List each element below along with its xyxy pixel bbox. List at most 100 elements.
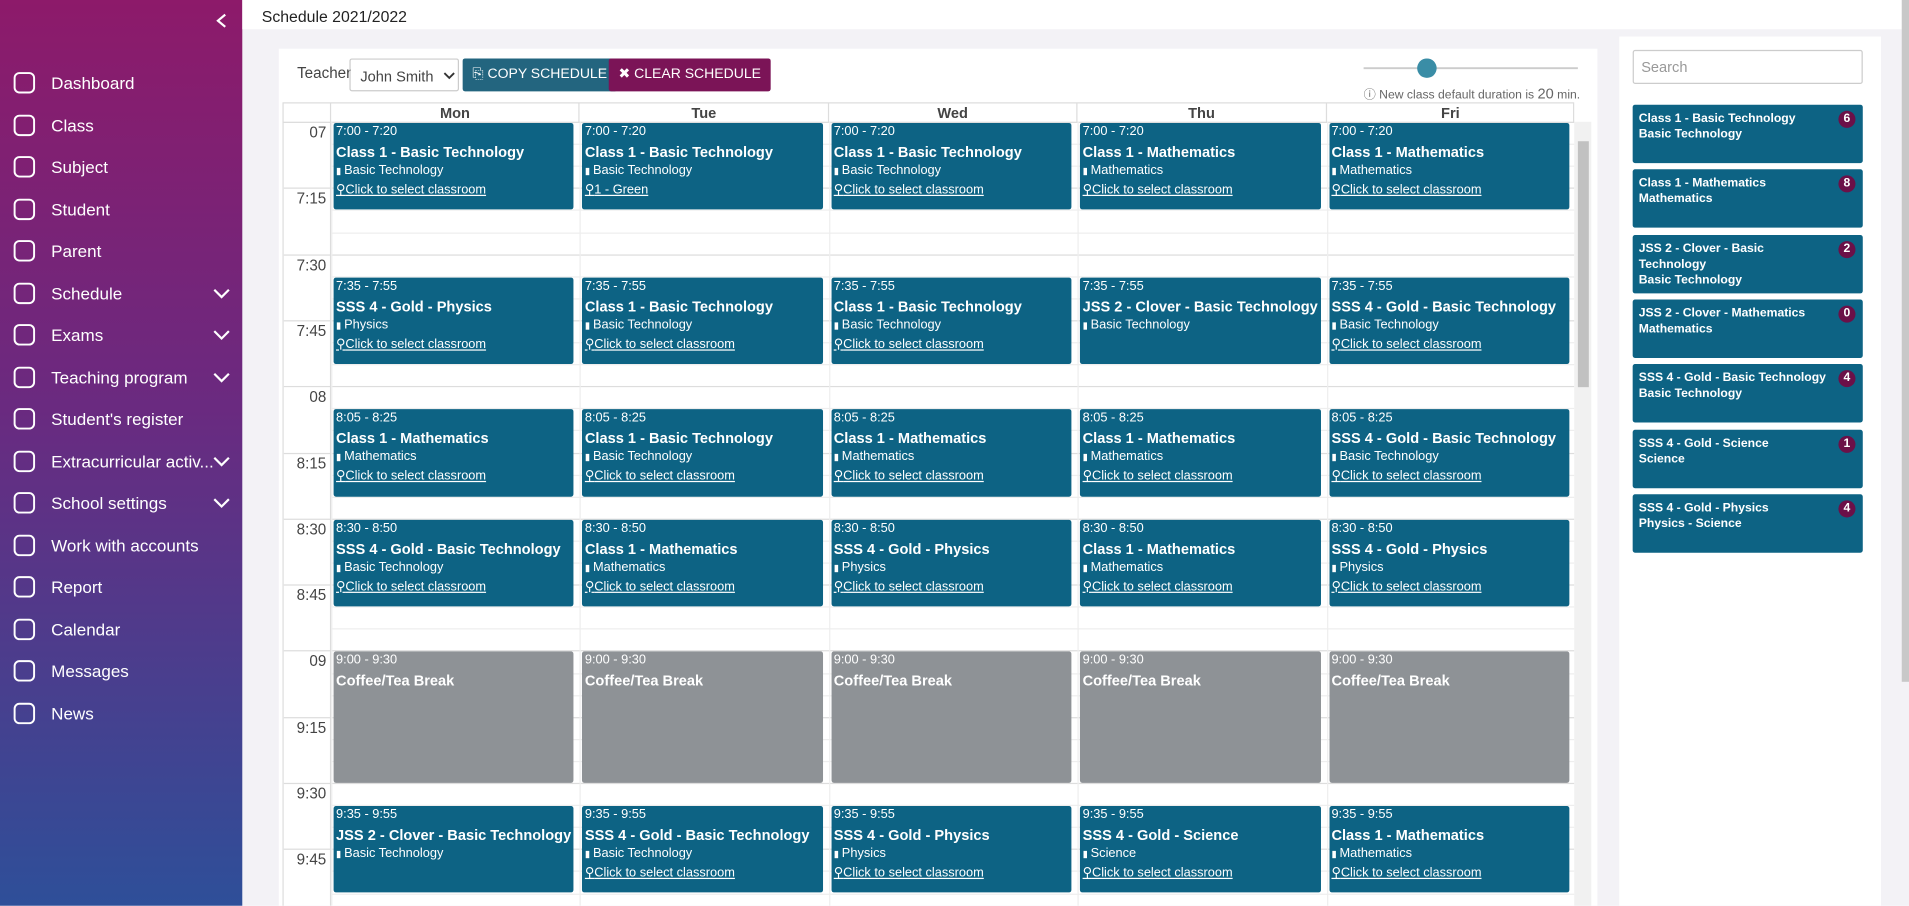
event[interactable]: 8:30 - 8:50 SSS 4 - Gold - Basic Technolo… — [333, 519, 574, 607]
event-title: Coffee/Tea Break — [833, 672, 953, 690]
event-room-link[interactable]: ⚲Click to select classroom — [1331, 866, 1566, 881]
event[interactable]: 8:30 - 8:50 SSS 4 - Gold - Physics ▮ Physi… — [1329, 519, 1570, 607]
clear-button[interactable]: ✖ CLEAR SCHEDULE — [608, 58, 771, 92]
teacher-select[interactable]: John Smith — [349, 58, 459, 92]
menu-label: Class — [51, 115, 94, 135]
copy-button[interactable]: ⎘ COPY SCHEDULE — [462, 58, 617, 92]
event[interactable]: 7:35 - 7:55 SSS 4 - Gold - Basic Technolo… — [1329, 277, 1570, 365]
class-card[interactable]: SSS 4 - Gold - Physics Physics - Science 4 — [1632, 494, 1863, 553]
menu-item[interactable]: Teaching program — [0, 359, 242, 396]
event[interactable]: 7:00 - 7:20 Class 1 - Mathematics ▮ Mathem… — [1080, 122, 1321, 210]
class-card[interactable]: SSS 4 - Gold - Science Science 1 — [1632, 429, 1863, 488]
event-room-link[interactable]: ⚲Click to select classroom — [834, 469, 1069, 484]
event-subject: ▮ Science — [1083, 846, 1318, 861]
event-room-link[interactable]: ⚲Click to select classroom — [1331, 469, 1566, 484]
menu-item[interactable]: Calendar — [0, 611, 242, 648]
event-title: Class 1 - Basic Technology — [336, 143, 525, 161]
menu-item[interactable]: Class — [0, 107, 242, 144]
event[interactable]: 9:35 - 9:55 JSS 2 - Clover - Basic Techno… — [333, 806, 574, 894]
event[interactable]: 9:35 - 9:55 SSS 4 - Gold - Basic Technolo… — [582, 806, 823, 894]
event-room-link[interactable]: ⚲Click to select classroom — [585, 866, 820, 881]
event-room-link[interactable]: ⚲Click to select classroom — [585, 469, 820, 484]
event-room-link[interactable]: ⚲Click to select classroom — [1331, 337, 1566, 352]
event-room-link[interactable]: ⚲Click to select classroom — [585, 337, 820, 352]
menu-item[interactable]: Exams — [0, 317, 242, 354]
event-room-link[interactable]: ⚲Click to select classroom — [336, 183, 571, 198]
event[interactable]: 7:00 - 7:20 Class 1 - Basic Technology ▮ B… — [831, 122, 1072, 210]
event[interactable]: 8:05 - 8:25 Class 1 - Mathematics ▮ Mathem… — [333, 409, 574, 497]
event-room-link[interactable]: ⚲Click to select classroom — [336, 337, 571, 352]
event-room-link[interactable]: ⚲Click to select classroom — [1083, 183, 1318, 198]
class-card[interactable]: JSS 2 - Clover - Basic Technology Basic T… — [1632, 234, 1863, 293]
event-time: 7:00 - 7:20 — [1331, 124, 1393, 139]
event-room-link[interactable]: ⚲Click to select classroom — [585, 579, 820, 594]
event[interactable]: 7:35 - 7:55 Class 1 - Basic Technology ▮ B… — [582, 277, 823, 365]
class-card[interactable]: Class 1 - Mathematics Mathematics 8 — [1632, 169, 1863, 229]
event-room-link[interactable]: ⚲Click to select classroom — [1331, 579, 1566, 594]
event[interactable]: 9:35 - 9:55 SSS 4 - Gold - Science ▮ Scien… — [1080, 806, 1321, 894]
duration-note: ⓘ New class default duration is 20 min. — [1364, 84, 1581, 102]
event-room-link[interactable]: ⚲Click to select classroom — [1331, 183, 1566, 198]
menu-item[interactable]: Work with accounts — [0, 527, 242, 564]
menu-item[interactable]: Schedule — [0, 275, 242, 312]
search-input[interactable]: Search — [1632, 49, 1863, 85]
menu-item[interactable]: News — [0, 695, 242, 732]
menu-item[interactable]: Parent — [0, 233, 242, 270]
class-card[interactable]: JSS 2 - Clover - Mathematics Mathematics 0 — [1632, 299, 1863, 358]
event[interactable]: 8:05 - 8:25 Class 1 - Basic Technology ▮ B… — [582, 409, 823, 497]
menu-item[interactable]: Messages — [0, 653, 242, 690]
event[interactable]: 8:05 - 8:25 Class 1 - Mathematics ▮ Mathem… — [1080, 409, 1321, 497]
event-room-link[interactable]: ⚲Click to select classroom — [834, 579, 1069, 594]
collapse-button[interactable] — [214, 12, 229, 29]
menu-icon — [13, 618, 36, 640]
event-room-link[interactable]: ⚲Click to select classroom — [336, 469, 571, 484]
event[interactable]: 8:05 - 8:25 Class 1 - Mathematics ▮ Mathem… — [831, 409, 1072, 497]
event-room-link[interactable]: ⚲Click to select classroom — [336, 579, 571, 594]
menu-item[interactable]: School settings — [0, 485, 242, 522]
grid-line — [331, 275, 1575, 278]
menu-item[interactable]: Student's register — [0, 401, 242, 438]
event-room-link[interactable]: ⚲1 - Green — [585, 183, 820, 198]
pin-icon: ⚲ — [833, 336, 844, 352]
menu-item[interactable]: Report — [0, 569, 242, 606]
event[interactable]: 7:35 - 7:55 JSS 2 - Clover - Basic Techno… — [1080, 277, 1321, 365]
event-room-link[interactable]: ⚲Click to select classroom — [834, 183, 1069, 198]
event-time: 9:00 - 9:30 — [336, 653, 398, 668]
room-text: Click to select classroom — [843, 336, 984, 352]
book-icon: ▮ — [584, 848, 593, 860]
event[interactable]: 7:35 - 7:55 Class 1 - Basic Technology ▮ B… — [831, 277, 1072, 365]
event[interactable]: 9:00 - 9:30 Coffee/Tea Break — [1329, 651, 1570, 783]
event[interactable]: 9:00 - 9:30 Coffee/Tea Break — [1080, 651, 1321, 783]
event[interactable]: 7:00 - 7:20 Class 1 - Basic Technology ▮ B… — [582, 122, 823, 210]
event-room-link[interactable]: ⚲Click to select classroom — [1083, 579, 1318, 594]
event[interactable]: 7:00 - 7:20 Class 1 - Basic Technology ▮ B… — [333, 122, 574, 210]
event[interactable]: 7:00 - 7:20 Class 1 - Mathematics ▮ Mathem… — [1329, 122, 1570, 210]
event-room-link[interactable]: ⚲Click to select classroom — [1083, 469, 1318, 484]
class-card[interactable]: SSS 4 - Gold - Basic Technology Basic Tec… — [1632, 364, 1863, 423]
event[interactable]: 8:30 - 8:50 Class 1 - Mathematics ▮ Mathem… — [582, 519, 823, 607]
menu-item[interactable]: Student — [0, 191, 242, 228]
book-icon: ▮ — [584, 452, 593, 464]
event[interactable]: 9:35 - 9:55 SSS 4 - Gold - Physics ▮ Physi… — [831, 806, 1072, 894]
class-card[interactable]: Class 1 - Basic Technology Basic Technolo… — [1632, 104, 1863, 164]
card-title: Class 1 - Basic Technology — [1638, 112, 1796, 126]
event[interactable]: 9:00 - 9:30 Coffee/Tea Break — [333, 651, 574, 783]
event-subject: ▮ Basic Technology — [585, 163, 820, 178]
event-room-link[interactable]: ⚲Click to select classroom — [834, 337, 1069, 352]
menu-item[interactable]: Extracurricular activ... — [0, 443, 242, 480]
subject-text: Basic Technology — [344, 846, 444, 861]
event[interactable]: 8:05 - 8:25 SSS 4 - Gold - Basic Technolo… — [1329, 409, 1570, 497]
event-room-link[interactable]: ⚲Click to select classroom — [1083, 866, 1318, 881]
event[interactable]: 7:35 - 7:55 SSS 4 - Gold - Physics ▮ Physi… — [333, 277, 574, 365]
menu-item[interactable]: Dashboard — [0, 65, 242, 102]
event[interactable]: 9:00 - 9:30 Coffee/Tea Break — [831, 651, 1072, 783]
event[interactable]: 8:30 - 8:50 SSS 4 - Gold - Physics ▮ Physi… — [831, 519, 1072, 607]
event[interactable]: 9:00 - 9:30 Coffee/Tea Break — [582, 651, 823, 783]
menu-item[interactable]: Subject — [0, 149, 242, 186]
event-subject: ▮ Basic Technology — [834, 163, 1069, 178]
duration-slider — [1363, 58, 1578, 78]
event-room-link[interactable]: ⚲Click to select classroom — [834, 866, 1069, 881]
event[interactable]: 9:35 - 9:55 Class 1 - Mathematics ▮ Mathem… — [1329, 806, 1570, 894]
event[interactable]: 8:30 - 8:50 Class 1 - Mathematics ▮ Mathem… — [1080, 519, 1321, 607]
grid-line — [331, 893, 1575, 895]
